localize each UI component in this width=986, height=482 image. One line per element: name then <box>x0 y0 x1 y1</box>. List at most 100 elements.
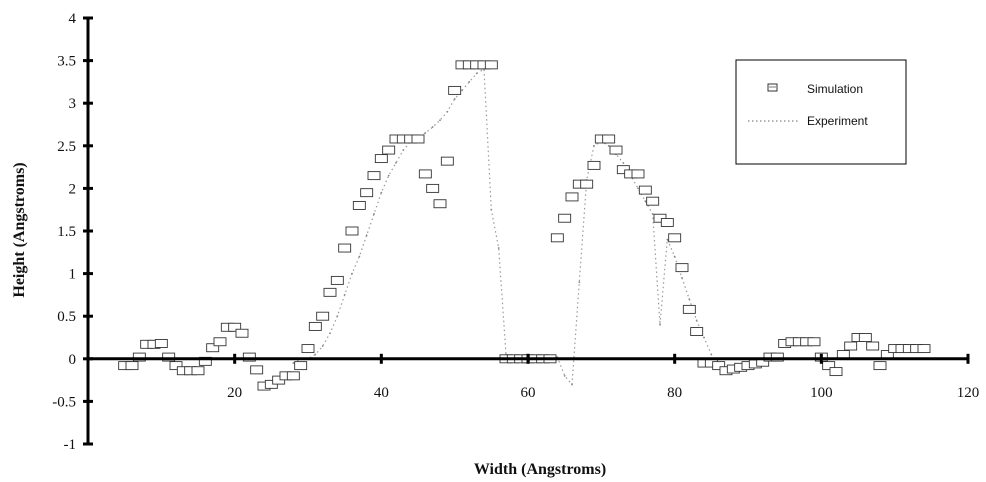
simulation-point <box>682 304 696 314</box>
simulation-point <box>646 196 660 206</box>
experiment-point <box>343 294 346 296</box>
simulation-point <box>191 366 205 376</box>
simulation-point <box>338 243 352 253</box>
experiment-point <box>490 208 493 211</box>
simulation-point <box>374 154 388 164</box>
experiment-point <box>659 323 661 326</box>
experiment-point <box>688 298 691 301</box>
x-tick-label: 120 <box>957 385 980 401</box>
y-axis-ticks: -1 -0.5 0 0.5 1 1.5 2 2.5 3 3.5 4 <box>52 11 93 453</box>
simulation-point <box>668 233 682 243</box>
y-tick-label: 2.5 <box>57 139 76 155</box>
simulation-point <box>418 169 432 179</box>
simulation-point <box>580 179 594 189</box>
simulation-point <box>873 361 887 371</box>
experiment-point <box>373 213 375 215</box>
x-tick-label: 40 <box>374 385 389 401</box>
experiment-point <box>703 336 705 339</box>
simulation-point <box>382 145 396 155</box>
experiment-point <box>695 319 698 322</box>
experiment-point <box>439 119 441 122</box>
experiment-point <box>431 126 434 128</box>
legend-simulation-label: Simulation <box>807 82 863 96</box>
simulation-point <box>587 160 601 170</box>
simulation-point <box>550 233 564 243</box>
y-tick-label: 3 <box>69 96 77 112</box>
experiment-point <box>351 272 353 275</box>
simulation-point <box>609 145 623 155</box>
simulation-point <box>286 371 300 381</box>
simulation-point <box>426 183 440 193</box>
simulation-point <box>866 341 880 351</box>
simulation-point <box>822 361 836 371</box>
simulation-point <box>169 361 183 371</box>
simulation-point <box>484 60 498 70</box>
simulation-point <box>602 134 616 144</box>
simulation-point <box>367 171 381 181</box>
experiment-point <box>622 161 625 164</box>
simulation-point <box>242 352 256 362</box>
simulation-point <box>301 344 315 354</box>
simulation-point <box>675 263 689 273</box>
experiment-point <box>402 149 405 151</box>
simulation-point <box>858 333 872 342</box>
simulation-point <box>433 199 447 209</box>
simulation-point <box>228 322 242 332</box>
y-tick-label: 0 <box>69 352 77 368</box>
simulation-point <box>345 226 359 236</box>
experiment-point <box>673 255 676 258</box>
x-tick-label: 60 <box>521 385 536 401</box>
experiment-point <box>395 161 397 164</box>
experiment-point <box>497 247 500 249</box>
simulation-point <box>660 218 674 227</box>
experiment-point <box>365 234 368 237</box>
legend-box <box>735 59 907 165</box>
experiment-point <box>468 81 471 83</box>
simulation-point <box>565 192 579 202</box>
experiment-point <box>461 89 463 92</box>
y-tick-label: 1.5 <box>57 224 76 240</box>
experiment-point <box>644 200 647 203</box>
experiment-point <box>321 345 324 347</box>
experiment-point <box>336 315 339 318</box>
simulation-point <box>206 343 220 353</box>
simulation-point <box>316 311 330 321</box>
simulation-point <box>132 352 146 362</box>
experiment-point <box>666 238 669 241</box>
experiment-point <box>314 353 317 356</box>
x-tick-label: 100 <box>810 385 833 401</box>
simulation-point <box>448 85 462 95</box>
simulation-point <box>250 365 264 375</box>
simulation-point <box>917 344 931 354</box>
simulation-point <box>440 156 454 166</box>
experiment-point <box>578 281 581 284</box>
y-tick-label: 4 <box>69 11 77 27</box>
experiment-point <box>387 174 390 177</box>
simulation-point <box>770 352 784 362</box>
legend: Simulation Experiment <box>735 59 907 165</box>
simulation-point <box>558 213 572 223</box>
y-tick-label: -1 <box>64 437 77 453</box>
x-tick-label: 20 <box>227 385 242 401</box>
experiment-point <box>607 144 610 147</box>
experiment-point <box>424 132 427 134</box>
y-tick-label: 0.5 <box>57 309 76 325</box>
simulation-point <box>360 188 374 198</box>
simulation-point <box>631 169 645 179</box>
simulation-point <box>213 337 227 347</box>
y-tick-label: -0.5 <box>52 394 76 410</box>
experiment-point <box>475 72 478 75</box>
y-tick-label: 3.5 <box>57 54 76 70</box>
experiment-point <box>380 191 383 194</box>
simulation-point <box>294 361 308 371</box>
legend-experiment-label: Experiment <box>807 114 868 128</box>
experiment-point <box>681 276 683 279</box>
experiment-point <box>453 98 456 100</box>
series-experiment-line <box>292 68 712 386</box>
experiment-point <box>446 110 449 113</box>
experiment-point <box>563 374 566 377</box>
x-axis-ticks: 20 40 60 80 100 120 <box>227 353 980 401</box>
simulation-point <box>323 287 337 297</box>
simulation-point <box>844 341 858 351</box>
